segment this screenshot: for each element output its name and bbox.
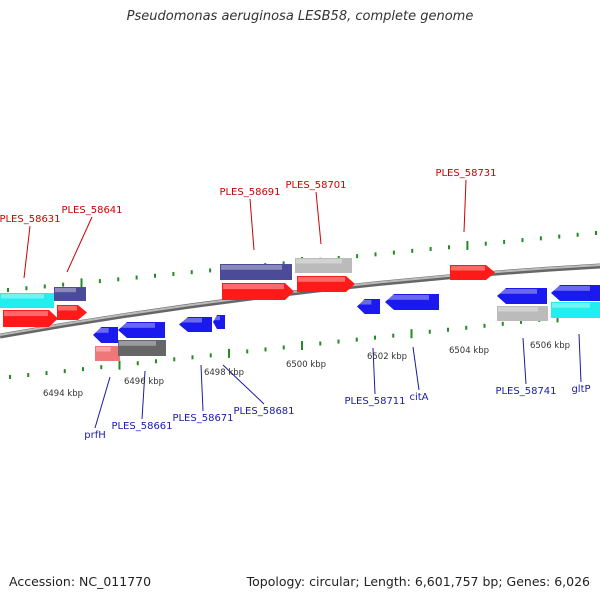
gene-shine [94,328,109,333]
scale-label: 6498 kbp [204,368,244,378]
scale-label: 6506 kbp [530,341,570,351]
gene-arrow [95,346,120,361]
gene-shine [4,311,48,317]
gene-arrow [213,315,225,329]
gene-label: gltP [571,384,590,395]
scale-label: 6500 kbp [286,360,326,370]
callout-line [578,333,582,383]
gene-label: PLES_58661 [111,421,172,432]
gene-arrow [385,294,439,310]
gene-arrow [220,264,292,280]
gene-shine [358,300,372,305]
gene-arrow [0,293,54,308]
gene-arrow [222,283,294,300]
gene-arrow [497,306,548,321]
gene-shine [58,306,77,311]
gene-arrow [3,310,58,327]
accession-text: Accession: NC_011770 [9,574,152,589]
gene-arrow [551,302,600,318]
gene-shine [221,265,282,270]
callout-line [412,346,420,391]
gene-shine [119,341,156,346]
gene-arrow [357,299,380,314]
gene-shine [498,307,538,312]
gene-label: PLES_58691 [219,187,280,198]
callout-line [372,347,376,395]
gene-shine [498,289,537,294]
callout-line [222,364,265,405]
scale-label: 6504 kbp [449,346,489,356]
label-callouts [23,179,582,429]
gene-features [0,258,600,361]
gene-arrow [497,288,547,304]
gene-label: PLES_58731 [435,168,496,179]
scale-label: 6502 kbp [367,352,407,362]
gene-shine [298,277,345,282]
gene-shine [180,318,202,323]
gene-label: PLES_58741 [495,386,556,397]
gene-arrow [179,317,212,332]
callout-line [200,364,204,412]
gene-shine [119,323,155,328]
gene-arrow [54,287,86,301]
callout-line [141,370,146,420]
callout-line [522,337,527,385]
gene-label: PLES_58671 [172,413,233,424]
gene-label: PLES_58631 [0,214,61,225]
gene-shine [223,284,284,290]
gene-shine [386,295,429,300]
scale-label: 6494 kbp [43,389,83,399]
gene-label: citA [409,392,428,403]
map-title: Pseudomonas aeruginosa LESB58, complete … [126,9,474,24]
gene-shine [96,347,111,352]
gene-shine [1,294,44,299]
gene-arrow [297,276,355,292]
callout-line [463,179,467,233]
gene-shine [214,316,220,321]
gene-label: PLES_58711 [344,396,405,407]
gene-shine [552,286,590,291]
gene-shine [552,303,590,308]
callout-line [315,191,322,245]
scale-label: 6496 kbp [124,377,164,387]
gene-arrow [450,265,495,280]
gene-shine [451,266,485,271]
callout-line [66,216,93,273]
callout-line [94,376,111,429]
genome-backbone [0,263,600,339]
gene-arrow [118,322,165,338]
gene-label: prfH [84,430,106,441]
gene-shine [296,259,342,264]
gene-arrow [118,340,166,356]
gene-arrow [295,258,352,273]
callout-line [23,225,31,279]
scale-labels: 6494 kbp 6496 kbp 6498 kbp 6500 kbp 6502 kbp… [43,341,570,399]
gene-label: PLES_58701 [285,180,346,191]
gene-label: PLES_58681 [233,406,294,417]
gene-arrow [93,327,118,343]
gene-label: PLES_58641 [61,205,122,216]
callout-line [249,198,255,251]
gene-shine [55,288,76,293]
gene-arrow [57,305,87,320]
topology-text: Topology: circular; Length: 6,601,757 bp… [246,574,590,589]
gene-arrow [551,285,600,301]
